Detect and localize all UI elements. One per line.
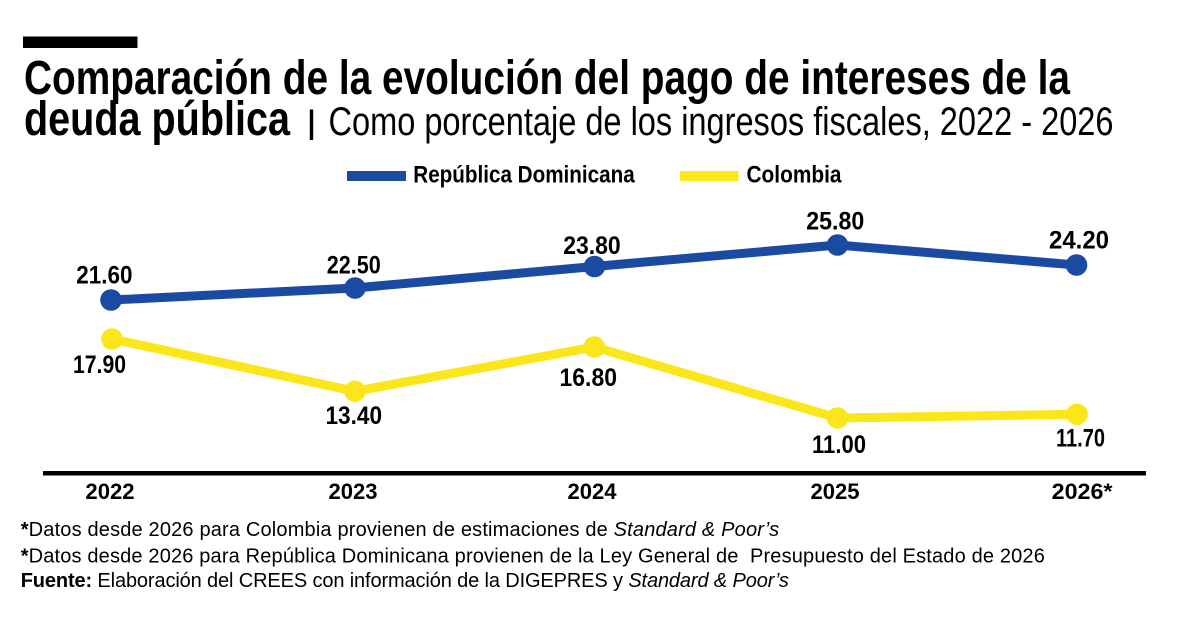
svg-text:*Datos desde 2026 para Colombi: *Datos desde 2026 para Colombia proviene… [21, 519, 780, 541]
svg-text:2025: 2025 [811, 479, 860, 504]
svg-text:deuda pública: deuda pública [24, 93, 290, 146]
svg-text:República Dominicana: República Dominicana [413, 162, 635, 189]
svg-text:2022: 2022 [85, 479, 134, 504]
svg-text:23.80: 23.80 [563, 233, 621, 260]
svg-text:11.70: 11.70 [1056, 426, 1105, 453]
svg-text:Fuente: Elaboración del CREES: Fuente: Elaboración del CREES con inform… [21, 570, 789, 592]
svg-text:22.50: 22.50 [327, 252, 381, 279]
svg-text:11.00: 11.00 [812, 432, 866, 459]
svg-text:17.90: 17.90 [73, 352, 126, 379]
svg-text:Como porcentaje de los ingreso: Como porcentaje de los ingresos fiscales… [329, 100, 1114, 144]
svg-text:16.80: 16.80 [560, 365, 618, 392]
svg-text:21.60: 21.60 [76, 262, 132, 289]
svg-text:Colombia: Colombia [747, 162, 843, 189]
svg-text:*Datos desde 2026 para Repúbli: *Datos desde 2026 para República Dominic… [21, 546, 1045, 568]
svg-text:2023: 2023 [329, 479, 378, 504]
svg-text:25.80: 25.80 [806, 209, 864, 236]
svg-text:24.20: 24.20 [1049, 228, 1109, 255]
svg-text:Comparación de la evolución de: Comparación de la evolución del pago de … [24, 52, 1070, 105]
svg-text:13.40: 13.40 [326, 403, 383, 430]
svg-text:2026*: 2026* [1052, 479, 1113, 504]
svg-text:2024: 2024 [568, 479, 618, 504]
